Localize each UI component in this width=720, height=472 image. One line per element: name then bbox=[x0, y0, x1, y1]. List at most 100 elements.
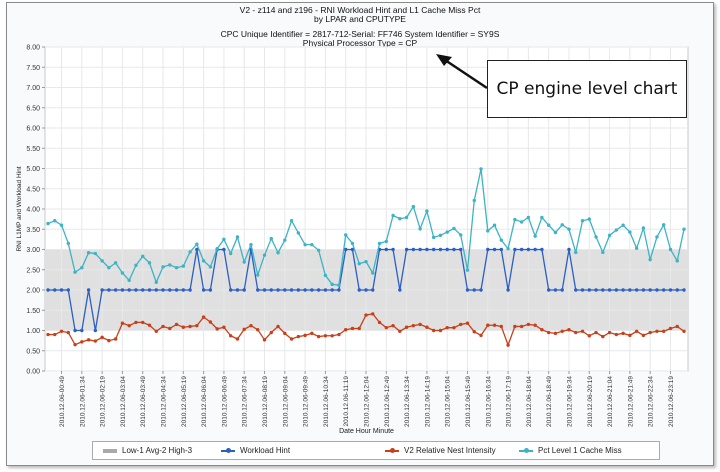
data-point-workload-hint bbox=[425, 247, 429, 252]
data-point-workload-hint bbox=[303, 288, 307, 292]
data-point-v2-relative-nest-intensity bbox=[168, 326, 172, 331]
data-point-v2-relative-nest-intensity bbox=[195, 323, 199, 328]
chart-title-line-1: V2 - z114 and z196 - RNI Workload Hint a… bbox=[239, 5, 481, 15]
x-tick-label: 2010.12.06-00:49 bbox=[59, 376, 66, 427]
data-point-pct-level-1-cache-miss bbox=[371, 271, 375, 275]
data-point-workload-hint bbox=[208, 288, 213, 292]
data-point-workload-hint bbox=[46, 288, 50, 292]
data-point-v2-relative-nest-intensity bbox=[425, 325, 429, 329]
data-point-workload-hint bbox=[188, 288, 192, 292]
data-point-v2-relative-nest-intensity bbox=[134, 320, 138, 325]
data-point-workload-hint bbox=[431, 247, 436, 252]
data-point-v2-relative-nest-intensity bbox=[330, 334, 334, 338]
x-tick-label: 2010.12.06-23:19 bbox=[668, 376, 675, 427]
data-point-pct-level-1-cache-miss bbox=[479, 167, 483, 171]
data-point-workload-hint bbox=[228, 288, 233, 292]
data-point-workload-hint bbox=[675, 288, 679, 292]
data-point-pct-level-1-cache-miss bbox=[662, 223, 666, 227]
x-tick-label: 2010.12.06-13:34 bbox=[404, 376, 411, 427]
data-point-workload-hint bbox=[546, 288, 551, 292]
annotation-callout: CP engine level chart bbox=[487, 60, 687, 118]
data-point-workload-hint bbox=[181, 288, 186, 292]
data-point-v2-relative-nest-intensity bbox=[161, 324, 165, 329]
data-point-pct-level-1-cache-miss bbox=[66, 241, 70, 246]
data-point-v2-relative-nest-intensity bbox=[675, 324, 679, 329]
data-point-v2-relative-nest-intensity bbox=[465, 321, 470, 325]
data-point-pct-level-1-cache-miss bbox=[316, 248, 321, 253]
data-point-pct-level-1-cache-miss bbox=[546, 223, 551, 227]
data-point-v2-relative-nest-intensity bbox=[73, 342, 77, 347]
x-tick-label: 2010.12.06-14:19 bbox=[424, 376, 431, 427]
data-point-workload-hint bbox=[201, 288, 206, 292]
data-point-workload-hint bbox=[316, 288, 321, 292]
data-point-pct-level-1-cache-miss bbox=[431, 235, 436, 240]
data-point-workload-hint bbox=[100, 288, 104, 292]
data-point-workload-hint bbox=[384, 247, 388, 252]
legend-label: Workload Hint bbox=[240, 446, 291, 455]
data-point-v2-relative-nest-intensity bbox=[276, 324, 280, 329]
data-point-workload-hint bbox=[371, 288, 375, 292]
data-point-v2-relative-nest-intensity bbox=[540, 327, 544, 332]
data-point-v2-relative-nest-intensity bbox=[574, 330, 578, 335]
data-point-v2-relative-nest-intensity bbox=[668, 326, 673, 331]
data-point-pct-level-1-cache-miss bbox=[283, 238, 287, 242]
data-point-workload-hint bbox=[465, 288, 470, 292]
data-point-pct-level-1-cache-miss bbox=[46, 221, 50, 226]
data-point-pct-level-1-cache-miss bbox=[540, 215, 544, 220]
data-point-workload-hint bbox=[621, 288, 625, 292]
data-point-pct-level-1-cache-miss bbox=[154, 280, 158, 285]
x-tick-label: 2010.12.06-09:49 bbox=[303, 376, 310, 427]
data-point-pct-level-1-cache-miss bbox=[249, 242, 253, 247]
data-point-v2-relative-nest-intensity bbox=[533, 323, 537, 327]
data-point-v2-relative-nest-intensity bbox=[506, 343, 510, 347]
data-point-workload-hint bbox=[398, 288, 402, 292]
data-point-workload-hint bbox=[452, 247, 456, 252]
legend-marker-workload-hint bbox=[221, 448, 235, 453]
data-point-workload-hint bbox=[607, 288, 612, 292]
data-point-pct-level-1-cache-miss bbox=[289, 219, 294, 223]
data-point-pct-level-1-cache-miss bbox=[310, 242, 314, 247]
data-point-workload-hint bbox=[113, 288, 118, 292]
data-point-workload-hint bbox=[492, 247, 497, 252]
data-point-pct-level-1-cache-miss bbox=[337, 283, 341, 287]
data-point-pct-level-1-cache-miss bbox=[100, 259, 104, 263]
data-point-workload-hint bbox=[330, 288, 334, 292]
data-point-pct-level-1-cache-miss bbox=[208, 265, 213, 269]
data-point-v2-relative-nest-intensity bbox=[472, 330, 476, 334]
data-point-v2-relative-nest-intensity bbox=[662, 329, 666, 334]
data-point-pct-level-1-cache-miss bbox=[80, 266, 84, 270]
data-point-pct-level-1-cache-miss bbox=[553, 230, 558, 235]
data-point-pct-level-1-cache-miss bbox=[134, 263, 138, 267]
x-tick-label: 2010.12.06-21:04 bbox=[607, 376, 614, 427]
data-point-v2-relative-nest-intensity bbox=[228, 334, 233, 338]
data-point-workload-hint bbox=[574, 288, 578, 292]
data-point-pct-level-1-cache-miss bbox=[53, 219, 57, 223]
data-point-v2-relative-nest-intensity bbox=[628, 333, 632, 338]
data-point-pct-level-1-cache-miss bbox=[472, 198, 476, 203]
data-point-pct-level-1-cache-miss bbox=[486, 229, 490, 233]
y-axis-label: RNI L1MP and Workload Hint bbox=[16, 166, 23, 251]
y-tick-label: 0.00 bbox=[26, 369, 40, 376]
data-point-pct-level-1-cache-miss bbox=[445, 230, 449, 234]
y-tick-label: 2.50 bbox=[26, 267, 40, 274]
data-point-pct-level-1-cache-miss bbox=[411, 204, 416, 209]
data-point-pct-level-1-cache-miss bbox=[506, 246, 510, 251]
legend-item-nest-intensity: V2 Relative Nest Intensity bbox=[385, 446, 496, 455]
data-point-v2-relative-nest-intensity bbox=[262, 338, 267, 342]
data-point-v2-relative-nest-intensity bbox=[310, 331, 314, 336]
data-point-pct-level-1-cache-miss bbox=[655, 235, 659, 239]
y-tick-label: 0.50 bbox=[26, 348, 40, 355]
data-point-workload-hint bbox=[364, 288, 368, 292]
data-point-pct-level-1-cache-miss bbox=[465, 268, 470, 272]
data-point-pct-level-1-cache-miss bbox=[682, 227, 686, 231]
data-point-v2-relative-nest-intensity bbox=[371, 312, 375, 316]
data-point-pct-level-1-cache-miss bbox=[86, 251, 91, 255]
data-point-v2-relative-nest-intensity bbox=[513, 324, 517, 329]
data-point-workload-hint bbox=[269, 288, 273, 292]
y-tick-label: 6.00 bbox=[26, 126, 40, 133]
x-tick-label: 2010.12.06-12:04 bbox=[364, 376, 371, 427]
data-point-pct-level-1-cache-miss bbox=[269, 236, 273, 241]
data-point-workload-hint bbox=[628, 288, 632, 292]
data-point-workload-hint bbox=[682, 288, 686, 292]
x-tick-label: 2010.12.06-10:34 bbox=[323, 376, 330, 427]
